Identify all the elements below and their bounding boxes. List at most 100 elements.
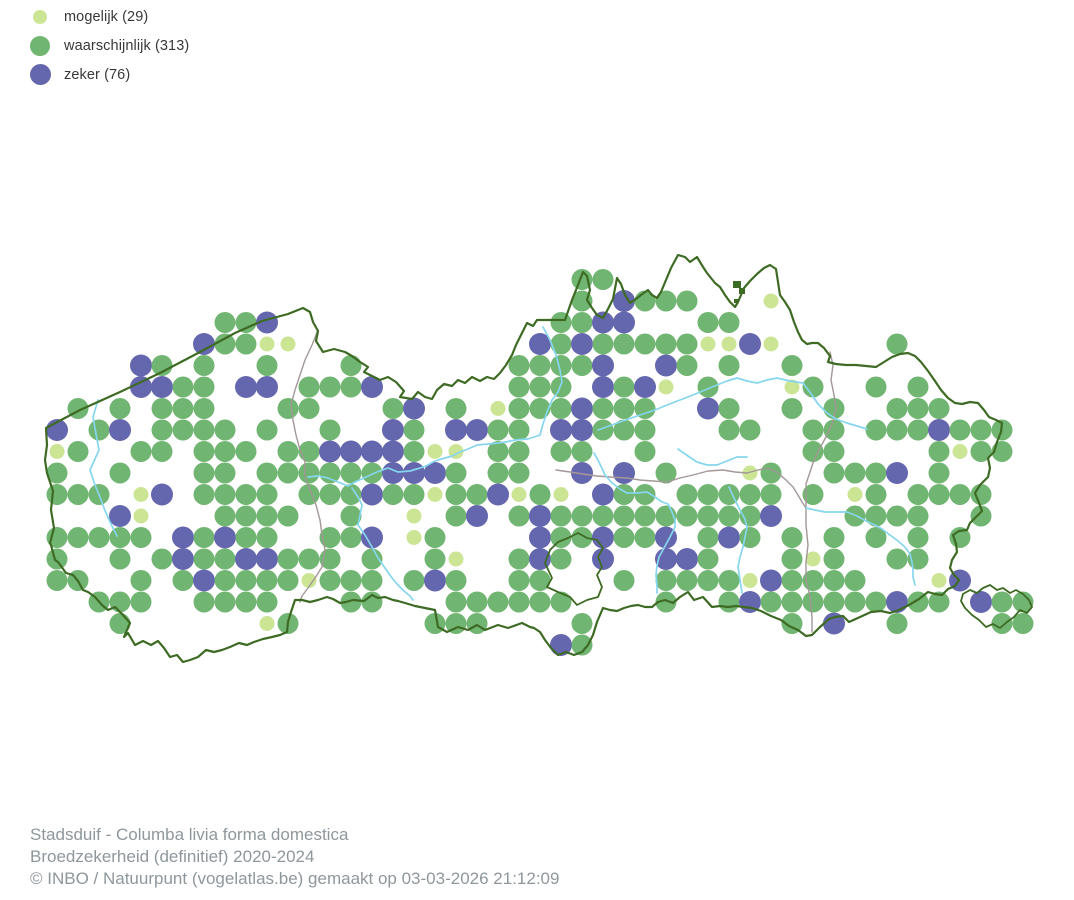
- atlas-square-dot: [529, 505, 551, 527]
- zeker-dot-icon: [29, 64, 51, 85]
- atlas-square-dot: [256, 462, 278, 484]
- atlas-square-dot: [298, 441, 320, 462]
- atlas-square-dot: [571, 505, 593, 527]
- atlas-square-dot: [781, 398, 803, 419]
- atlas-square-dot: [865, 505, 887, 527]
- atlas-square-dot: [256, 548, 278, 570]
- atlas-square-dot: [613, 398, 635, 419]
- atlas-square-dot: [823, 591, 845, 613]
- atlas-square-dot: [571, 269, 593, 290]
- atlas-square-dot: [256, 419, 278, 441]
- atlas-square-dot: [763, 336, 779, 352]
- atlas-square-dot: [550, 398, 572, 419]
- atlas-square-dot: [613, 570, 635, 591]
- atlas-square-dot: [235, 591, 257, 613]
- atlas-square-dot: [781, 355, 803, 376]
- atlas-square-dot: [151, 441, 173, 462]
- atlas-square-dot: [928, 462, 950, 484]
- atlas-square-dot: [298, 376, 320, 398]
- atlas-square-dot: [172, 376, 194, 398]
- atlas-square-dot: [742, 573, 758, 588]
- atlas-square-dot: [970, 591, 992, 613]
- atlas-square-dot: [592, 398, 614, 419]
- atlas-square-dot: [277, 570, 299, 591]
- atlas-square-dot: [133, 508, 149, 524]
- atlas-square-dot: [340, 505, 362, 527]
- atlas-square-dot: [571, 312, 593, 333]
- atlas-square-dot: [697, 484, 719, 505]
- atlas-square-dot: [382, 440, 404, 463]
- atlas-square-dot: [406, 530, 422, 545]
- atlas-square-dot: [172, 526, 194, 549]
- atlas-square-dot: [319, 419, 341, 441]
- atlas-square-dot: [214, 570, 236, 591]
- atlas-square-dot: [319, 376, 341, 398]
- flanders-outline: [43, 253, 1004, 664]
- atlas-square-dot: [508, 355, 530, 376]
- atlas-square-dot: [823, 612, 845, 635]
- atlas-square-dot: [634, 484, 656, 505]
- atlas-square-dot: [1012, 591, 1034, 613]
- atlas-square-dot: [361, 548, 383, 570]
- atlas-square-dot: [529, 333, 551, 355]
- atlas-square-dot: [109, 591, 131, 613]
- atlas-square-dot: [403, 462, 425, 484]
- atlas-square-dot: [259, 336, 275, 352]
- atlas-square-dot: [193, 419, 215, 441]
- atlas-square-dot: [277, 548, 299, 570]
- atlas-square-dot: [592, 376, 614, 398]
- atlas-square-dot: [928, 591, 950, 613]
- atlas-square-dot: [340, 591, 362, 613]
- baarle-enclave-speck: [733, 281, 741, 288]
- atlas-square-dot: [613, 527, 635, 548]
- atlas-square-dot: [319, 462, 341, 484]
- atlas-square-dot: [571, 355, 593, 376]
- atlas-square-dot: [109, 548, 131, 570]
- atlas-square-dot: [424, 569, 446, 592]
- atlas-square-dot: [487, 419, 509, 441]
- atlas-square-dot: [760, 484, 782, 505]
- atlas-square-dot: [865, 376, 887, 398]
- region-borders: [43, 253, 1033, 664]
- atlas-square-dot: [592, 311, 614, 334]
- atlas-square-dot: [403, 441, 425, 462]
- atlas-square-dot: [487, 591, 509, 613]
- atlas-square-dot: [553, 487, 569, 502]
- atlas-square-dot: [88, 527, 110, 548]
- atlas-square-dot: [571, 419, 593, 441]
- atlas-square-dot: [676, 355, 698, 376]
- atlas-square-dot: [592, 505, 614, 527]
- atlas-square-dot: [676, 548, 698, 570]
- atlas-square-dot: [781, 548, 803, 570]
- atlas-square-dot: [784, 379, 800, 395]
- atlas-square-dot: [760, 569, 782, 592]
- atlas-square-dot: [844, 591, 866, 613]
- atlas-square-dot: [529, 355, 551, 376]
- atlas-square-dot: [319, 527, 341, 548]
- atlas-square-dot: [550, 355, 572, 376]
- atlas-square-dot: [445, 570, 467, 591]
- atlas-square-dot: [340, 527, 362, 548]
- atlas-square-dot: [193, 462, 215, 484]
- atlas-square-dot: [445, 505, 467, 527]
- atlas-square-dot: [235, 527, 257, 548]
- atlas-square-dot: [424, 462, 446, 484]
- atlas-square-dot: [886, 462, 908, 484]
- atlas-square-dot: [718, 505, 740, 527]
- atlas-square-dot: [445, 484, 467, 505]
- atlas-square-dot: [592, 333, 614, 355]
- atlas-square-dot: [676, 505, 698, 527]
- atlas-square-dot: [802, 441, 824, 462]
- atlas-square-dot: [403, 484, 425, 505]
- atlas-square-dot: [67, 484, 89, 505]
- atlas-square-dot: [445, 591, 467, 613]
- atlas-square-dot: [886, 613, 908, 634]
- atlas-square-dot: [382, 419, 404, 441]
- caption-species: Stadsduif - Columba livia forma domestic…: [30, 825, 349, 844]
- atlas-square-dot: [340, 376, 362, 398]
- atlas-square-dot: [655, 462, 677, 484]
- atlas-square-dot: [235, 312, 257, 333]
- legend-label-waarschijnlijk: waarschijnlijk (313): [64, 37, 190, 54]
- atlas-square-dot: [529, 376, 551, 398]
